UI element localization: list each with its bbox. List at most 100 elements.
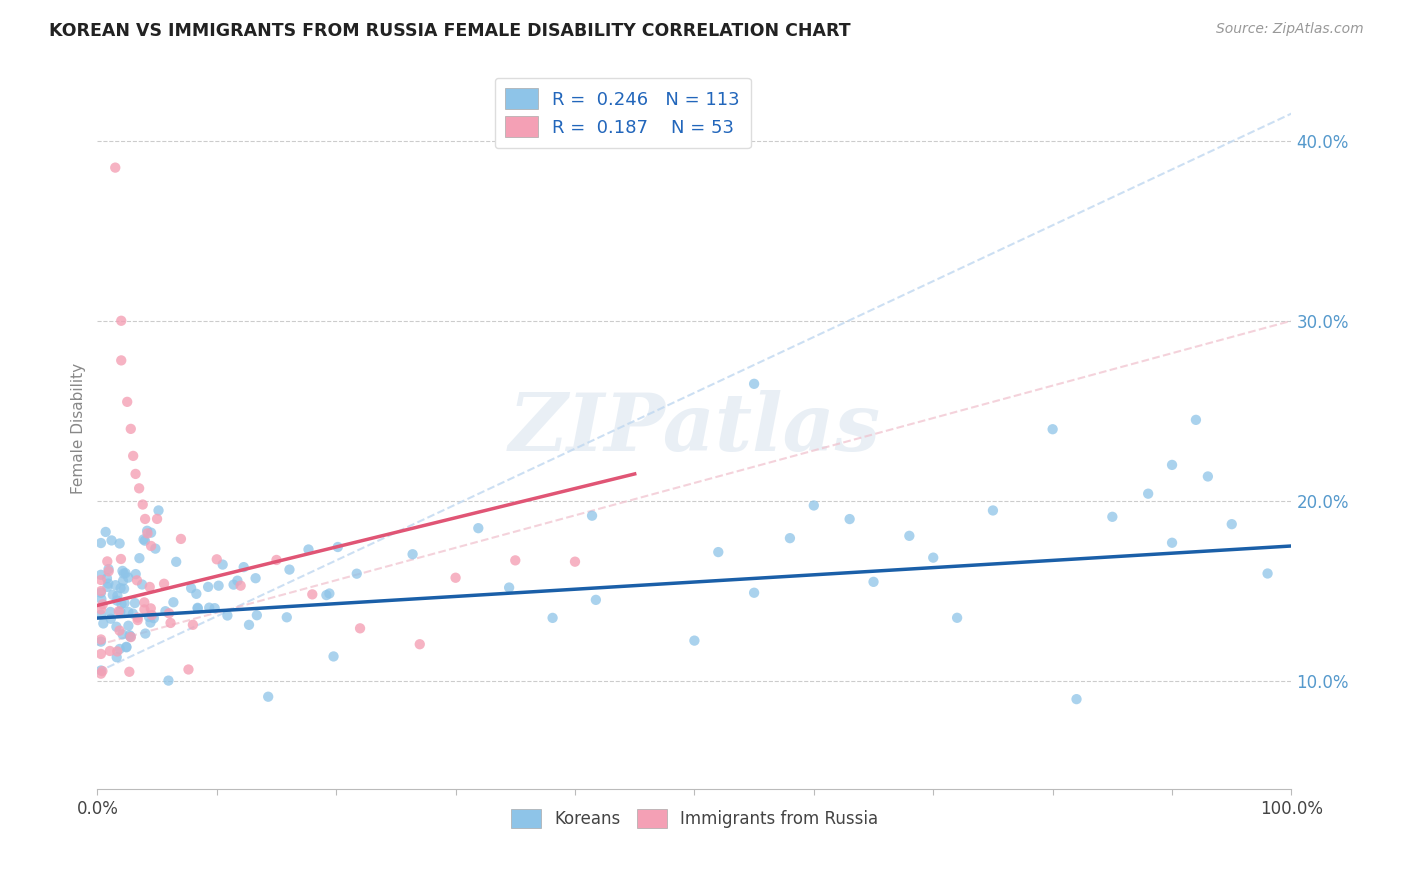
Point: [110, 353, 132, 368]
Point: [134, 533, 156, 548]
Point: [187, 600, 209, 615]
Point: [139, 615, 162, 630]
Point: [139, 601, 162, 615]
Point: [205, 552, 228, 566]
Point: [1101, 509, 1123, 524]
Point: [346, 566, 368, 581]
Point: [581, 508, 603, 523]
Point: [1185, 413, 1208, 427]
Point: [127, 613, 149, 627]
Point: [981, 503, 1004, 517]
Point: [946, 611, 969, 625]
Point: [503, 553, 526, 567]
Point: [105, 593, 128, 607]
Point: [326, 540, 349, 554]
Point: [232, 560, 254, 574]
Point: [257, 690, 280, 704]
Point: [100, 612, 122, 626]
Point: [104, 578, 127, 592]
Point: [245, 571, 267, 585]
Point: [110, 581, 132, 595]
Point: [143, 541, 166, 556]
Point: [90, 592, 112, 607]
Point: [141, 608, 163, 623]
Point: [139, 525, 162, 540]
Point: [101, 588, 124, 602]
Point: [157, 607, 180, 621]
Point: [197, 580, 219, 594]
Text: KOREAN VS IMMIGRANTS FROM RUSSIA FEMALE DISABILITY CORRELATION CHART: KOREAN VS IMMIGRANTS FROM RUSSIA FEMALE …: [49, 22, 851, 40]
Point: [301, 587, 323, 601]
Point: [1042, 422, 1064, 436]
Point: [114, 566, 136, 581]
Point: [1197, 469, 1219, 483]
Point: [112, 582, 135, 596]
Point: [108, 642, 131, 657]
Point: [207, 579, 229, 593]
Point: [131, 577, 153, 591]
Point: [125, 574, 148, 588]
Point: [318, 586, 340, 600]
Point: [349, 621, 371, 635]
Point: [110, 314, 132, 328]
Point: [132, 533, 155, 547]
Point: [564, 555, 586, 569]
Text: ZIPatlas: ZIPatlas: [509, 390, 880, 467]
Point: [541, 611, 564, 625]
Point: [120, 630, 142, 644]
Point: [108, 536, 131, 550]
Point: [90, 584, 112, 599]
Point: [136, 526, 159, 541]
Point: [165, 555, 187, 569]
Point: [186, 587, 208, 601]
Point: [742, 586, 765, 600]
Point: [683, 633, 706, 648]
Point: [108, 624, 131, 638]
Point: [105, 644, 128, 658]
Point: [115, 640, 138, 654]
Point: [159, 615, 181, 630]
Point: [742, 376, 765, 391]
Point: [90, 586, 112, 600]
Point: [211, 558, 233, 572]
Point: [177, 663, 200, 677]
Point: [107, 604, 129, 618]
Point: [110, 604, 132, 618]
Point: [585, 593, 607, 607]
Point: [498, 581, 520, 595]
Point: [898, 529, 921, 543]
Point: [104, 161, 127, 175]
Point: [97, 576, 120, 591]
Point: [112, 574, 135, 588]
Point: [91, 598, 114, 612]
Point: [111, 627, 134, 641]
Point: [266, 553, 288, 567]
Point: [114, 596, 136, 610]
Point: [132, 498, 155, 512]
Point: [153, 576, 176, 591]
Point: [1220, 517, 1243, 532]
Point: [96, 571, 118, 585]
Legend: Koreans, Immigrants from Russia: Koreans, Immigrants from Russia: [503, 803, 884, 835]
Point: [94, 524, 117, 539]
Point: [138, 610, 160, 624]
Point: [838, 512, 860, 526]
Point: [91, 664, 114, 678]
Point: [862, 574, 884, 589]
Point: [96, 554, 118, 568]
Point: [90, 607, 112, 622]
Point: [204, 601, 226, 615]
Point: [96, 580, 118, 594]
Point: [276, 610, 298, 624]
Point: [90, 666, 112, 681]
Point: [409, 637, 432, 651]
Point: [779, 531, 801, 545]
Point: [1066, 692, 1088, 706]
Point: [467, 521, 489, 535]
Point: [226, 574, 249, 588]
Point: [90, 632, 112, 647]
Point: [115, 640, 138, 655]
Point: [125, 567, 148, 582]
Point: [297, 542, 319, 557]
Point: [246, 608, 269, 623]
